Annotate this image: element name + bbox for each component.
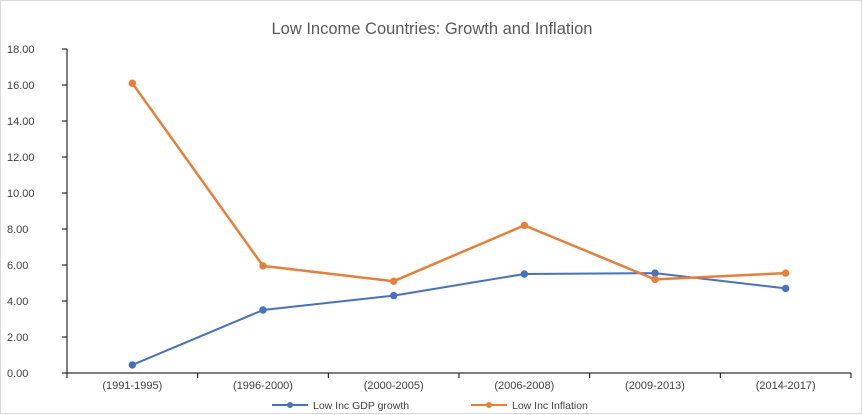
y-tick-label: 16.00 — [7, 80, 35, 92]
y-axis-ticks: 0.00 2.00 4.00 6.00 8.00 10.00 12.00 14.00 16.00… — [7, 44, 67, 380]
data-point — [651, 275, 659, 284]
y-tick-label: 8.00 — [7, 224, 28, 236]
x-tick-label: (2000-2005) — [364, 380, 424, 392]
x-tick-label: (2006-2008) — [494, 380, 554, 392]
data-point — [520, 221, 529, 230]
x-tick-label: (1996-2000) — [233, 380, 293, 392]
x-tick-label: (2009-2013) — [625, 380, 685, 392]
y-tick-label: 6.00 — [7, 260, 28, 272]
y-tick-label: 12.00 — [7, 152, 35, 164]
legend-label: Low Inc GDP growth — [313, 400, 409, 412]
series-1 — [128, 79, 790, 285]
data-point — [651, 269, 659, 277]
axes — [66, 49, 851, 374]
legend-swatch-marker — [287, 402, 293, 408]
series-line — [131, 272, 786, 366]
y-tick-label: 18.00 — [7, 44, 35, 56]
data-point — [389, 277, 398, 285]
series-layer — [128, 79, 790, 369]
y-tick-label: 0.00 — [7, 368, 28, 380]
data-point — [781, 284, 790, 293]
data-point — [128, 79, 137, 87]
legend-label: Low Inc Inflation — [512, 400, 588, 412]
data-point — [128, 361, 137, 369]
data-point — [259, 306, 267, 314]
series-line — [131, 82, 786, 283]
legend-swatch-marker — [486, 402, 492, 408]
x-tick-label: (1991-1995) — [102, 380, 162, 392]
y-tick-label: 10.00 — [7, 188, 35, 200]
y-tick-label: 4.00 — [7, 296, 28, 308]
x-tick-label: (2014-2017) — [756, 380, 816, 392]
y-tick-label: 2.00 — [7, 332, 28, 344]
y-tick-label: 14.00 — [7, 116, 35, 128]
x-axis-ticks: (1991-1995) (1996-2000) (2000-2005) (2006-2… — [66, 373, 852, 392]
legend-item-1: Low Inc Inflation — [471, 400, 588, 412]
data-point — [389, 291, 398, 300]
data-point — [520, 270, 529, 278]
legend: Low Inc GDP growth Low Inc Inflation — [272, 400, 588, 412]
series-0 — [128, 269, 790, 369]
data-point — [781, 269, 790, 277]
chart-title: Low Income Countries: Growth and Inflati… — [271, 20, 592, 38]
legend-item-0: Low Inc GDP growth — [272, 400, 409, 412]
data-point — [259, 262, 267, 270]
